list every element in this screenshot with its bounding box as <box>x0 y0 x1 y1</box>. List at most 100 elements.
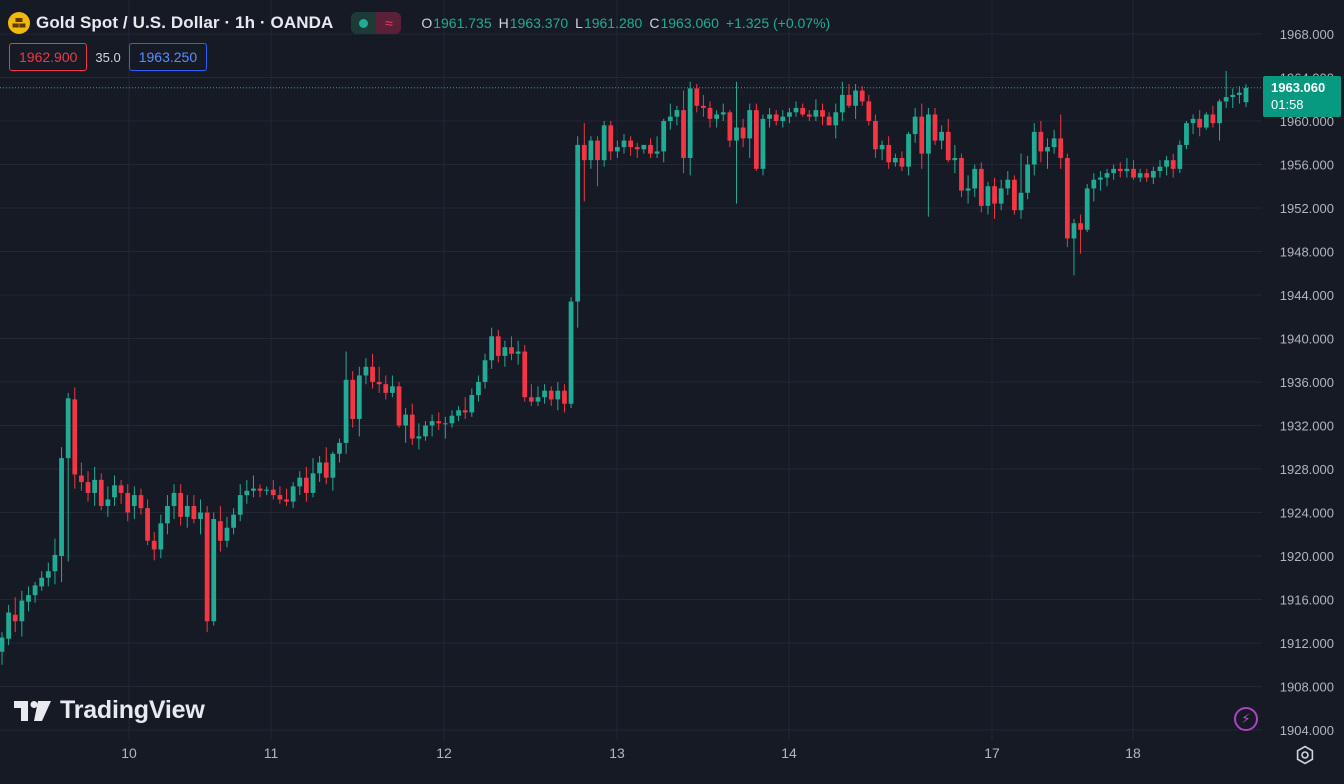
candle <box>992 177 997 219</box>
candle <box>714 110 720 128</box>
candle <box>621 134 627 154</box>
candle <box>1098 171 1103 191</box>
candle <box>581 123 587 202</box>
candle <box>356 366 362 437</box>
high-key: H <box>498 15 509 31</box>
candle <box>59 447 64 583</box>
candle-body <box>932 114 938 141</box>
candle <box>198 499 203 535</box>
candle <box>383 375 389 400</box>
last-price-value: 1963.060 <box>1271 80 1326 95</box>
candle <box>522 345 528 402</box>
candle-body <box>1197 118 1203 128</box>
buy-button[interactable]: 1963.250 <box>128 43 208 71</box>
candle <box>1137 168 1143 182</box>
candle-body <box>442 423 448 425</box>
candle-body <box>244 490 250 496</box>
candle <box>363 358 369 385</box>
candle-body <box>277 495 283 500</box>
gear-icon[interactable] <box>1294 744 1316 766</box>
candle-body <box>416 436 422 439</box>
candle <box>1031 123 1037 176</box>
candle-body <box>661 121 667 152</box>
candle <box>806 110 812 121</box>
time-axis[interactable]: 10 11 12 13 14 17 18 <box>0 740 1262 784</box>
candle <box>112 475 117 506</box>
candle-body <box>290 486 296 502</box>
tradingview-logo-icon <box>14 700 51 721</box>
sell-button[interactable]: 1962.900 <box>9 43 88 71</box>
candle <box>1117 162 1123 178</box>
market-status-pill[interactable]: ≈ <box>351 12 402 34</box>
candle <box>131 486 137 520</box>
candle <box>85 471 91 502</box>
candle-body <box>813 110 819 117</box>
candle-body <box>767 114 772 119</box>
symbol-title[interactable]: Gold Spot / U.S. Dollar · 1h · OANDA <box>36 13 334 32</box>
candle <box>601 121 607 167</box>
price-tick-label: 1912.000 <box>1280 636 1334 651</box>
candle <box>1051 129 1057 154</box>
candle-body <box>52 554 58 572</box>
candle-body <box>476 382 481 396</box>
candle-body <box>26 595 31 602</box>
candle <box>165 495 170 535</box>
candle-body <box>826 116 832 126</box>
candle <box>780 110 786 128</box>
tradingview-logo[interactable]: TradingView <box>14 696 205 725</box>
candle <box>151 532 157 561</box>
candle-body <box>59 458 64 556</box>
candle <box>337 438 342 463</box>
candle-body <box>1164 160 1169 167</box>
candle <box>661 118 667 163</box>
live-dot-icon <box>351 12 376 34</box>
candle <box>1012 175 1017 215</box>
candle <box>952 144 958 174</box>
candle-body <box>919 116 925 154</box>
candle <box>932 107 938 145</box>
candle <box>1111 164 1117 180</box>
candle-body <box>581 144 587 161</box>
candle <box>284 488 289 506</box>
candle <box>1071 218 1077 276</box>
candle <box>145 499 150 546</box>
candle-body <box>1237 92 1242 95</box>
chart-grid <box>0 0 1262 740</box>
candle <box>6 604 11 646</box>
candle <box>846 84 852 108</box>
candle-body <box>535 397 541 402</box>
lightning-icon[interactable]: ⚡ <box>1234 707 1258 731</box>
candle-body <box>1051 138 1057 148</box>
candle <box>79 462 84 491</box>
candle-body <box>284 499 289 502</box>
candle-body <box>191 505 197 520</box>
candle <box>370 353 375 389</box>
candle <box>105 486 111 517</box>
candle-body <box>820 110 825 117</box>
candle-body <box>787 112 792 117</box>
candle-body <box>959 157 964 191</box>
candlestick-series <box>0 70 1249 665</box>
candle <box>1184 121 1189 150</box>
candle <box>32 582 38 603</box>
price-tick-label: 1916.000 <box>1280 593 1334 608</box>
candle-body <box>502 347 508 356</box>
candle <box>449 410 455 428</box>
price-axis[interactable]: 1968.0001964.0001960.0001956.0001952.000… <box>1262 0 1344 740</box>
candle <box>654 136 660 158</box>
candle <box>919 103 925 169</box>
candle-body <box>601 125 607 161</box>
candle <box>939 125 944 150</box>
candle-body <box>522 351 528 398</box>
price-chart[interactable] <box>0 0 1262 740</box>
candle <box>237 484 243 522</box>
candle <box>442 416 448 439</box>
candle <box>509 336 514 361</box>
candle-body <box>456 410 461 416</box>
candle-body <box>694 88 700 106</box>
gold-bars-icon[interactable] <box>8 12 30 34</box>
candle <box>978 162 984 213</box>
close-value: 1963.060 <box>660 15 719 31</box>
candle-body <box>482 360 488 382</box>
candle <box>965 175 971 204</box>
